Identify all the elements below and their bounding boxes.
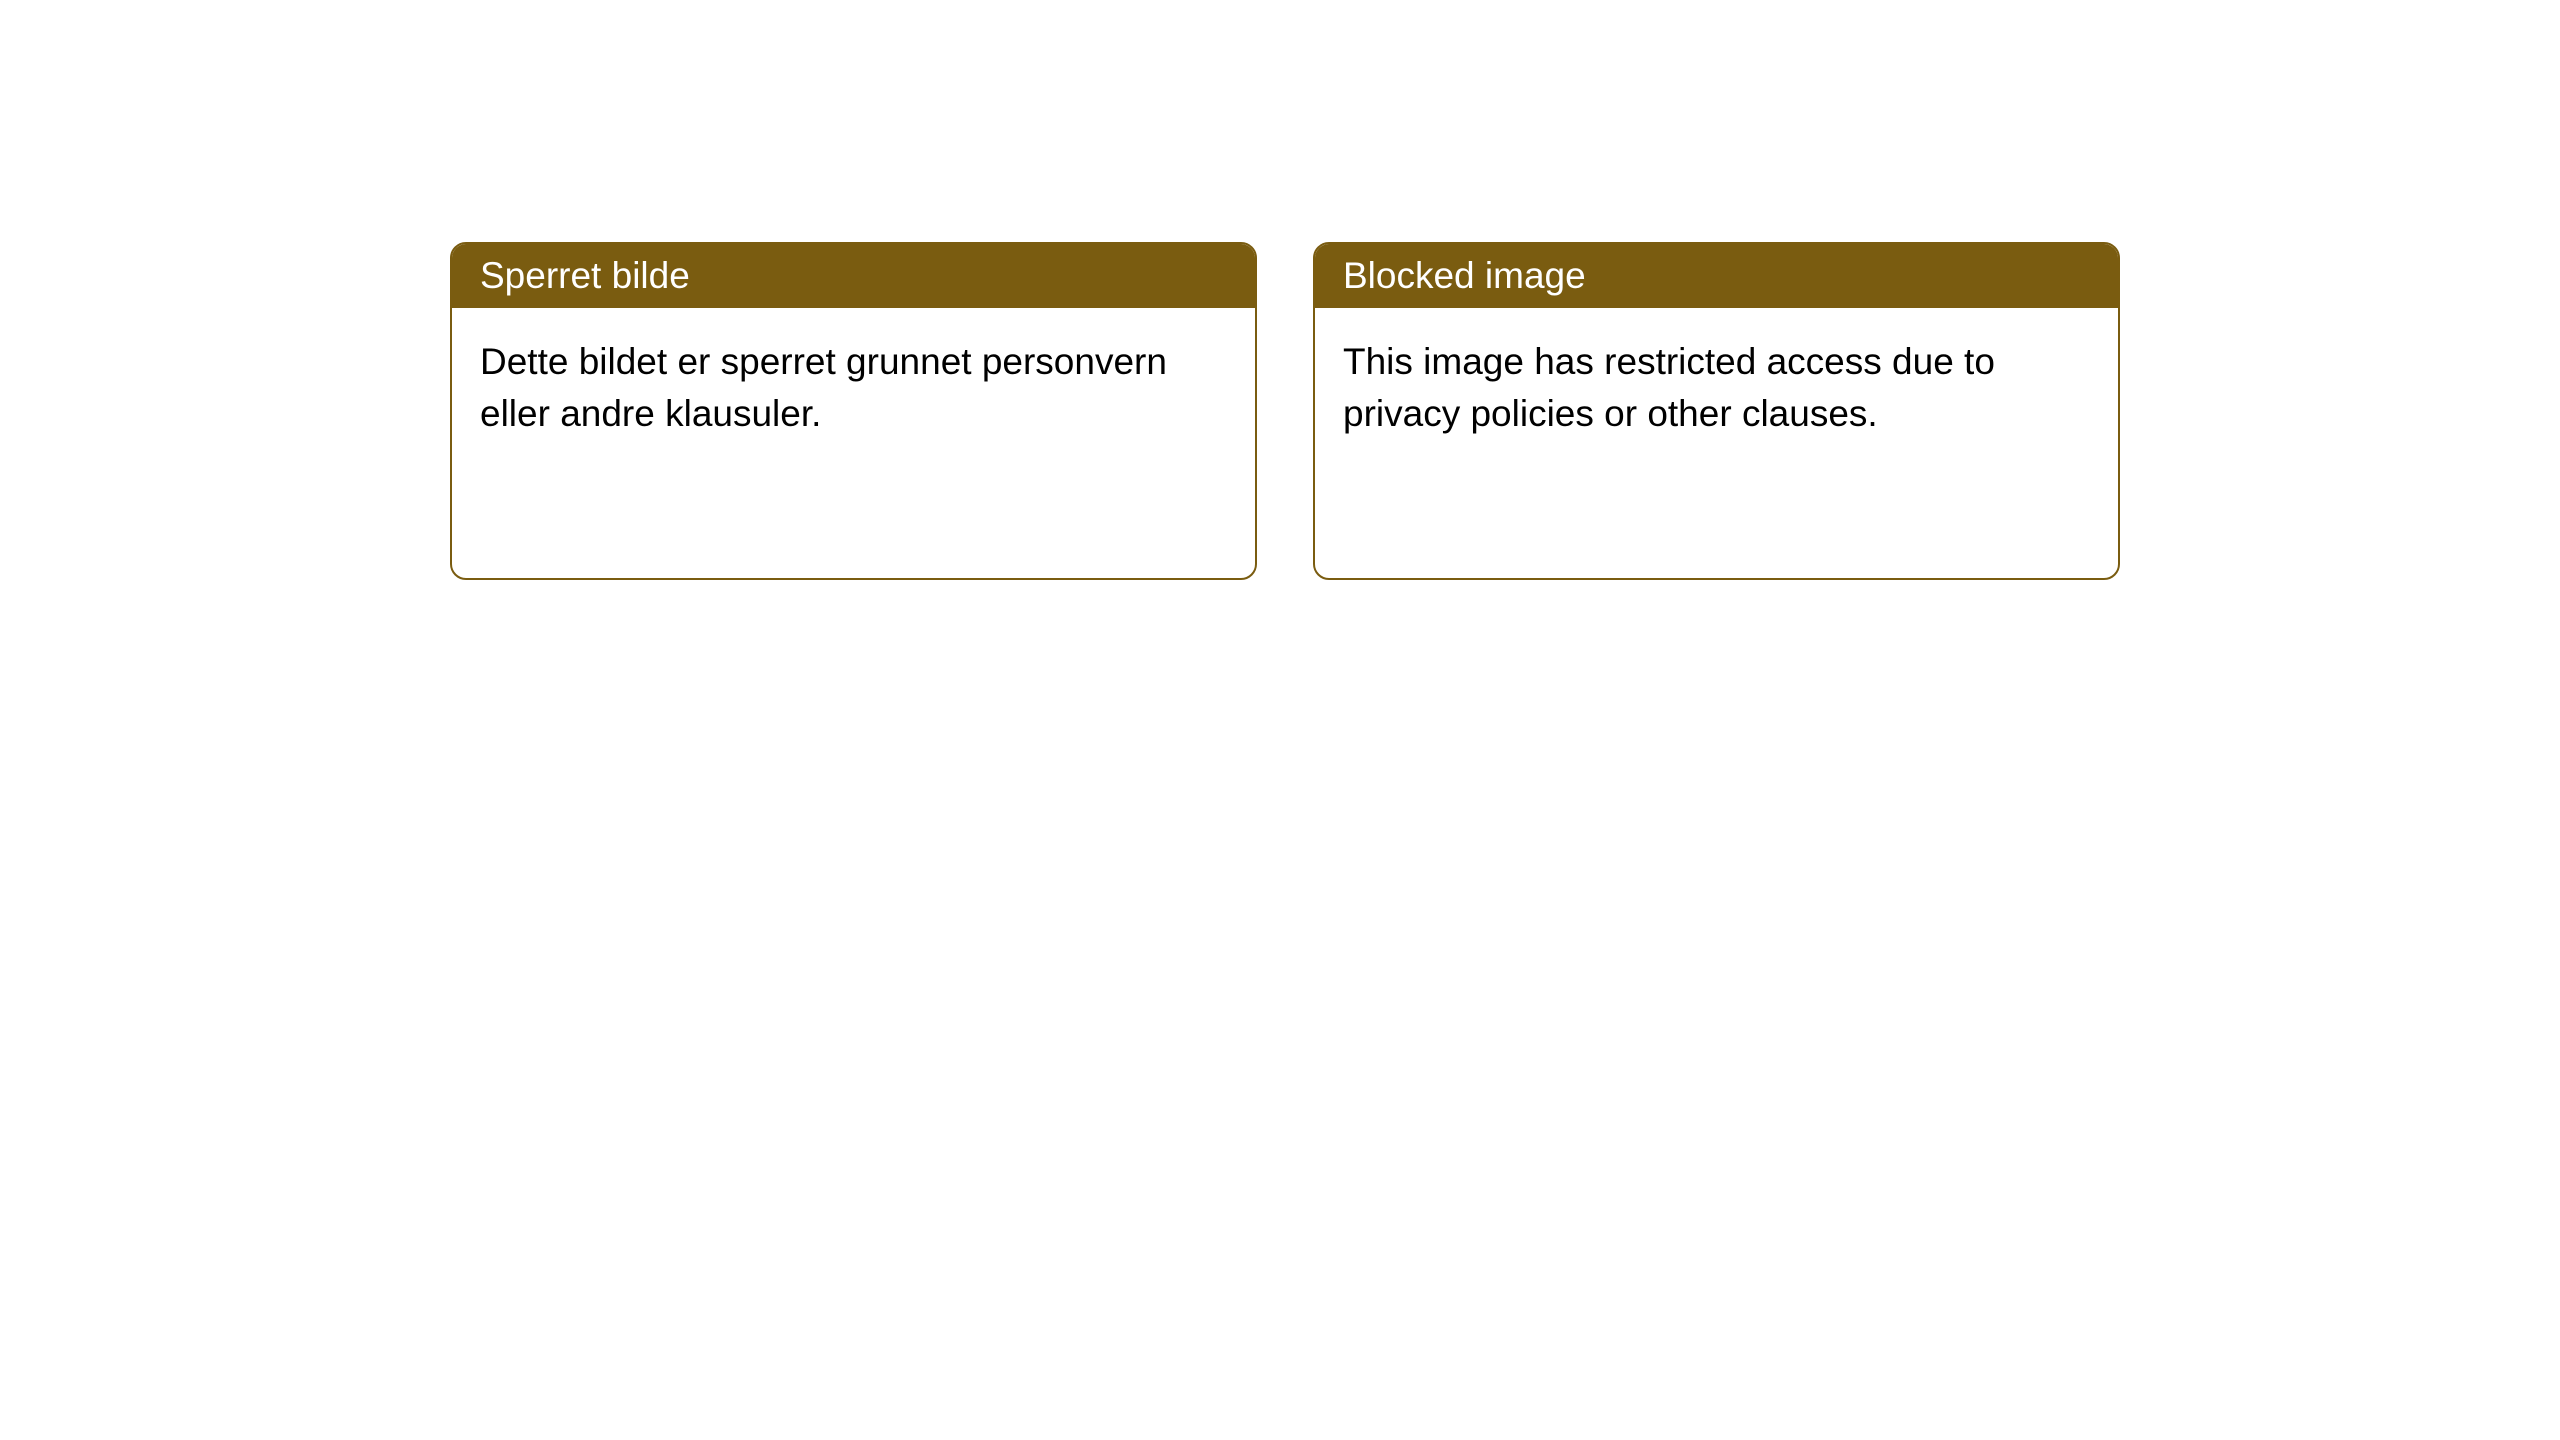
card-header: Blocked image — [1315, 244, 2118, 308]
card-body: Dette bildet er sperret grunnet personve… — [452, 308, 1255, 468]
notice-card-english: Blocked image This image has restricted … — [1313, 242, 2120, 580]
notice-card-norwegian: Sperret bilde Dette bildet er sperret gr… — [450, 242, 1257, 580]
card-body-text: This image has restricted access due to … — [1343, 341, 1995, 434]
card-header: Sperret bilde — [452, 244, 1255, 308]
card-header-text: Blocked image — [1343, 255, 1586, 296]
card-body: This image has restricted access due to … — [1315, 308, 2118, 468]
notice-cards-container: Sperret bilde Dette bildet er sperret gr… — [450, 242, 2120, 580]
card-body-text: Dette bildet er sperret grunnet personve… — [480, 341, 1167, 434]
card-header-text: Sperret bilde — [480, 255, 690, 296]
